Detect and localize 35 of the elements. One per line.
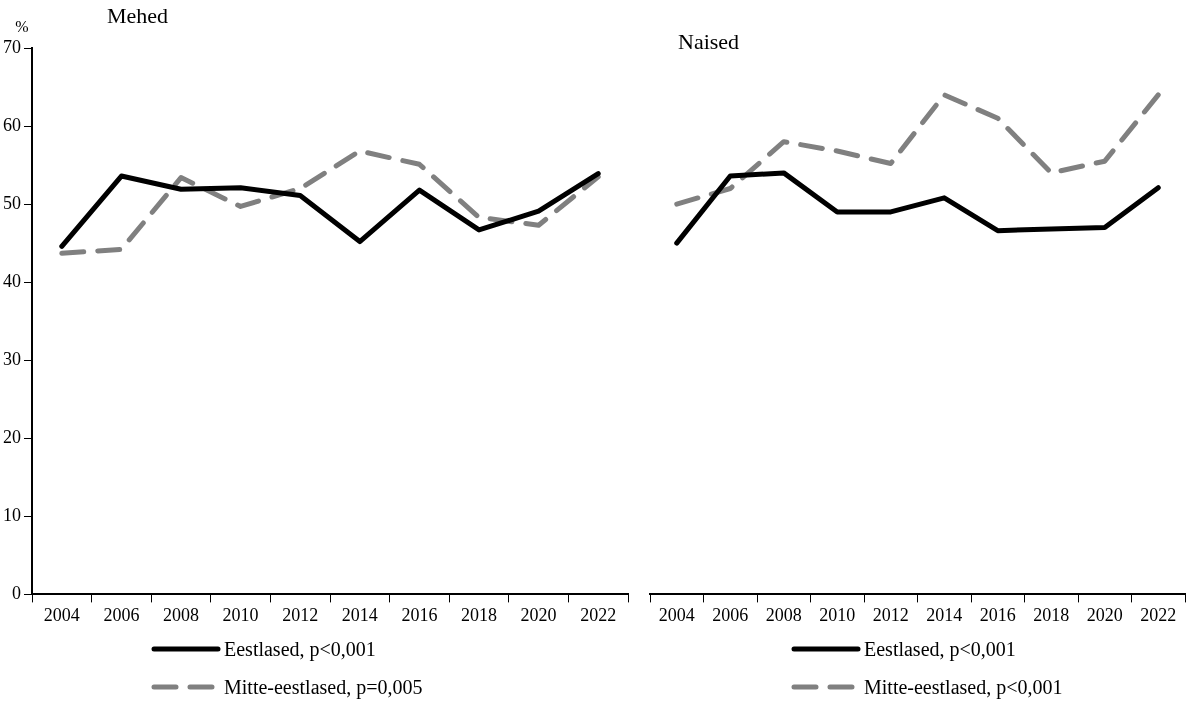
x-tick-label: 2022 [1140,604,1177,625]
x-tick-label: 2012 [872,604,909,625]
legend-label: Eestlased, p<0,001 [864,637,1016,661]
x-tick-label: 2010 [222,604,259,625]
chart-title: Naised [678,28,740,54]
x-tick-label: 2020 [520,604,557,625]
x-tick-label: 2018 [461,604,497,625]
x-tick-label: 2006 [103,604,140,625]
x-tick-label: 2008 [163,604,199,625]
legend-label: Mitte-eestlased, p<0,001 [864,675,1063,699]
x-tick-label: 2014 [341,604,378,625]
chart-title: Mehed [107,2,169,28]
y-tick-label: 50 [3,192,21,213]
x-tick-label: 2010 [819,604,856,625]
y-axis-title: % [15,18,29,36]
x-tick-label: 2016 [401,604,438,625]
x-tick-label: 2008 [765,604,802,625]
y-tick-label: 20 [3,427,21,448]
x-tick-label: 2016 [979,604,1016,625]
x-tick-label: 2004 [658,604,695,625]
x-tick-label: 2012 [282,604,319,625]
legend-label: Mitte-eestlased, p=0,005 [224,675,423,699]
x-tick-label: 2006 [712,604,749,625]
x-tick-label: 2022 [580,604,617,625]
y-tick-label: 30 [3,348,21,369]
x-tick-label: 2014 [926,604,963,625]
y-tick-label: 40 [3,270,21,291]
legend-label: Eestlased, p<0,001 [224,637,376,661]
y-tick-label: 70 [3,36,21,57]
x-tick-label: 2018 [1033,604,1070,625]
y-tick-label: 60 [3,114,21,135]
x-tick-label: 2004 [43,604,80,625]
x-tick-label: 2020 [1086,604,1123,625]
y-tick-label: 0 [12,583,21,604]
y-tick-label: 10 [3,505,21,526]
